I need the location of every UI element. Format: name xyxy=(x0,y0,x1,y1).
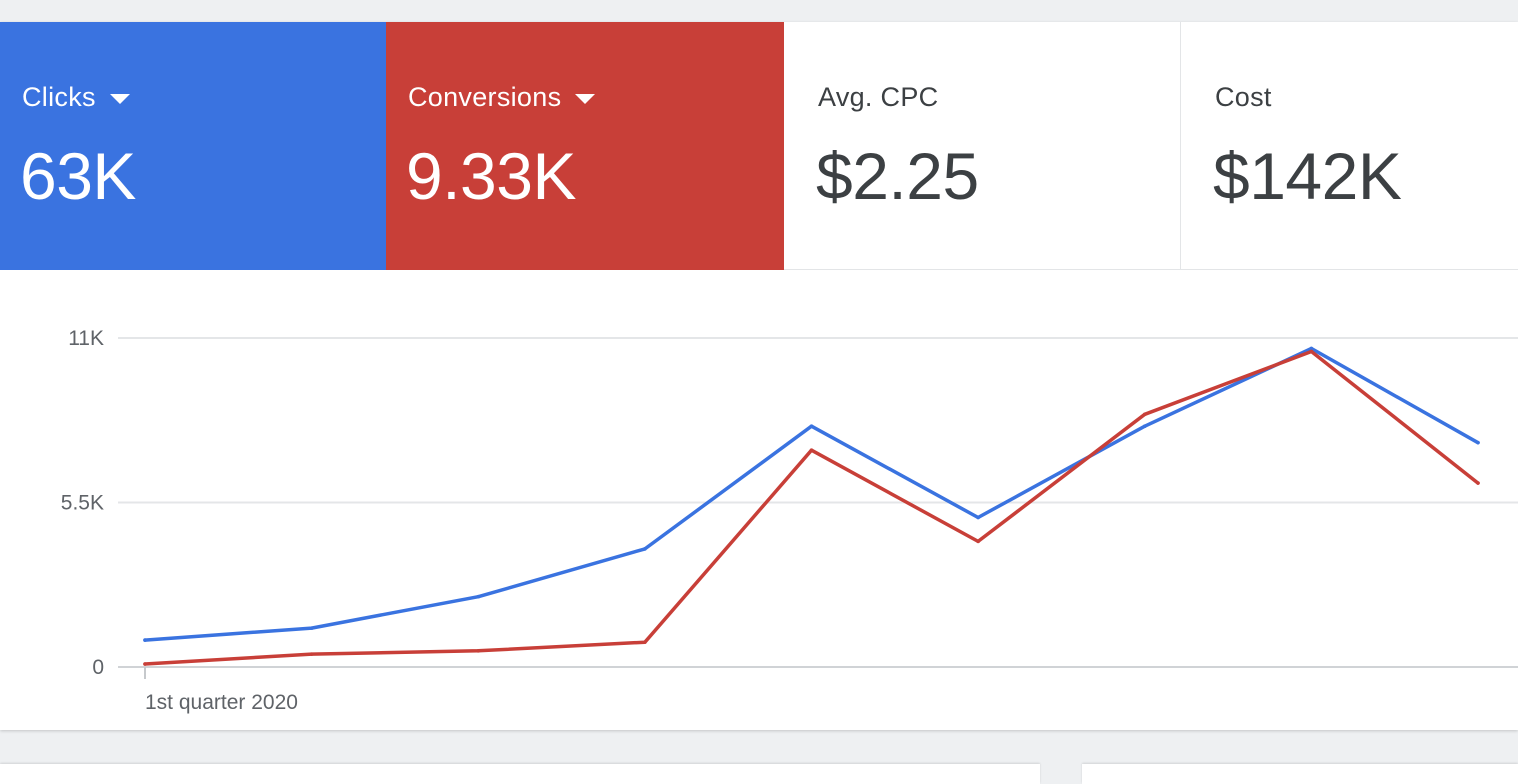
metric-value-avg-cpc: $2.25 xyxy=(816,139,979,213)
x-tick-label: 1st quarter 2020 xyxy=(145,691,298,714)
metric-tile-conversions[interactable]: Conversions 9.33K xyxy=(386,22,784,270)
metric-value-conversions: 9.33K xyxy=(406,139,576,213)
next-card-edge xyxy=(1082,764,1518,784)
data-point[interactable] xyxy=(1142,412,1147,417)
y-tick-label: 11K xyxy=(68,327,104,350)
data-point[interactable] xyxy=(1476,481,1480,485)
x-axis: 1st quarter 2020 xyxy=(144,667,298,714)
metric-label-conversions[interactable]: Conversions xyxy=(408,82,596,113)
data-point[interactable] xyxy=(643,547,647,551)
data-point[interactable] xyxy=(476,594,481,599)
metric-label-text: Cost xyxy=(1215,82,1272,112)
data-point[interactable] xyxy=(1309,346,1314,351)
metric-value-clicks: 63K xyxy=(20,139,136,213)
metric-tile-avg-cpc[interactable]: Avg. CPC $2.25 xyxy=(784,22,1181,270)
next-card-edge xyxy=(0,764,1040,784)
y-axis-tick-labels: 11K 5.5K 0 xyxy=(61,327,104,679)
metric-tile-clicks[interactable]: Clicks 63K xyxy=(0,22,386,270)
data-point[interactable] xyxy=(1309,349,1314,354)
metric-label-cost: Cost xyxy=(1215,82,1272,113)
chart-gridlines xyxy=(118,337,1518,668)
performance-card: Clicks 63K Conversions 9.33K Avg. CPC $2… xyxy=(0,22,1518,730)
data-point[interactable] xyxy=(643,640,647,644)
data-point[interactable] xyxy=(976,515,980,520)
data-point[interactable] xyxy=(309,652,314,656)
data-point[interactable] xyxy=(976,539,980,544)
data-point[interactable] xyxy=(143,662,147,666)
data-point[interactable] xyxy=(809,448,814,452)
metric-label-text: Avg. CPC xyxy=(818,82,939,112)
data-point[interactable] xyxy=(309,626,314,630)
dropdown-caret-icon[interactable] xyxy=(575,93,596,104)
series-line-clicks xyxy=(143,346,1480,642)
y-tick-label: 5.5K xyxy=(61,492,104,515)
metric-label-clicks[interactable]: Clicks xyxy=(22,82,130,113)
data-point[interactable] xyxy=(1142,424,1147,429)
metric-value-cost: $142K xyxy=(1213,139,1402,213)
metric-tiles: Clicks 63K Conversions 9.33K Avg. CPC $2… xyxy=(0,22,1518,270)
data-point[interactable] xyxy=(809,424,814,429)
metric-label-avg-cpc: Avg. CPC xyxy=(818,82,938,113)
data-point[interactable] xyxy=(143,638,147,642)
line-chart: 11K 5.5K 0 1st quarter 2020 xyxy=(0,270,1518,730)
y-tick-label: 0 xyxy=(92,656,104,679)
series-line-conversions xyxy=(143,349,1480,666)
data-point[interactable] xyxy=(476,649,481,653)
data-point[interactable] xyxy=(1476,440,1480,445)
metric-label-text: Clicks xyxy=(22,82,96,112)
dropdown-caret-icon[interactable] xyxy=(109,93,130,104)
line-chart-svg: 11K 5.5K 0 1st quarter 2020 xyxy=(61,327,1518,714)
metric-label-text: Conversions xyxy=(408,82,562,112)
metric-tile-cost[interactable]: Cost $142K xyxy=(1181,22,1518,270)
chart-series xyxy=(143,346,1480,666)
